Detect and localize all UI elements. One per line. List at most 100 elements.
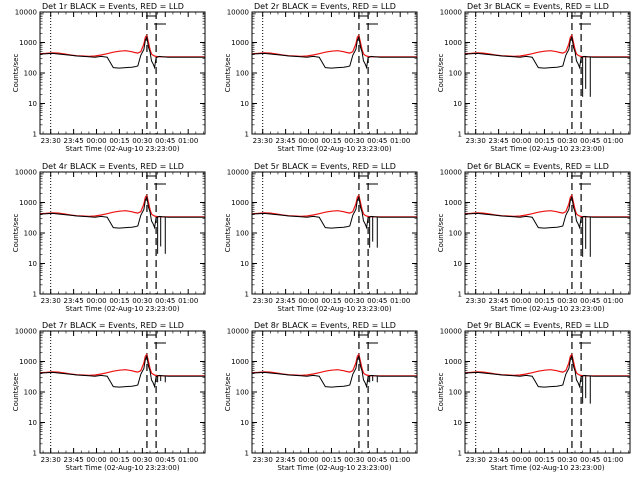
x-tick-label: 00:15 [321, 456, 341, 464]
x-tick-label: 01:00 [178, 297, 198, 305]
panel-1: Det 1r BLACK = Events, RED = LLD 1 10 100 100… [12, 2, 206, 153]
x-tick-label: 00:00 [86, 456, 106, 464]
x-tick-label: 00:45 [580, 456, 600, 464]
y-tick-label: 10 [453, 419, 462, 427]
y-tick-label: 100 [24, 230, 37, 238]
x-axis-label: Start Time (02-Aug-10 23:23:00) [490, 305, 604, 313]
x-tick-label: 00:30 [557, 137, 577, 145]
panel-title: Det 5r [254, 162, 280, 171]
x-tick-label: 00:15 [534, 137, 554, 145]
y-tick-label: 10000 [227, 328, 249, 336]
x-tick-label: 23:45 [64, 137, 84, 145]
y-tick-label: 10 [28, 260, 37, 268]
plot-frame [39, 330, 206, 454]
y-tick-label: 1 [33, 450, 37, 458]
x-tick-label: 23:30 [466, 137, 486, 145]
series-lld-line [251, 34, 417, 58]
y-axis-label: Counts/sec [437, 54, 445, 93]
y-axis-label: Counts/sec [224, 54, 232, 93]
series-events-line [464, 195, 630, 230]
y-tick-label: 1 [33, 291, 37, 299]
plot-frame [251, 330, 418, 454]
y-tick-label: 10000 [15, 9, 37, 17]
y-tick-label: 1000 [19, 39, 37, 47]
x-tick-label: 23:45 [64, 297, 84, 305]
x-tick-label: 00:00 [511, 297, 531, 305]
x-tick-label: 00:15 [109, 456, 129, 464]
x-tick-label: 00:00 [298, 297, 318, 305]
y-tick-label: 10 [28, 419, 37, 427]
plot-frame [464, 330, 631, 454]
x-tick-label: 01:00 [390, 456, 410, 464]
y-tick-label: 1000 [19, 199, 37, 207]
panel-title: Det 8r [254, 321, 280, 330]
y-tick-label: 10000 [227, 169, 249, 177]
y-axis-label: Counts/sec [12, 214, 20, 253]
x-tick-label: 00:30 [557, 456, 577, 464]
y-tick-label: 100 [449, 70, 462, 78]
y-tick-label: 10000 [440, 9, 462, 17]
x-tick-label: 00:30 [557, 297, 577, 305]
x-tick-label: 23:45 [64, 456, 84, 464]
y-tick-label: 10 [453, 260, 462, 268]
panel-title: Det 9r [467, 321, 493, 330]
panel-6: Det 6r BLACK = Events, RED = LLD 1 10 100 100… [437, 162, 631, 313]
series-lld-line [464, 34, 630, 58]
series-events-line [39, 195, 205, 230]
x-tick-label: 00:30 [132, 137, 152, 145]
x-tick-label: 01:00 [603, 137, 623, 145]
x-tick-label: 00:15 [109, 297, 129, 305]
y-tick-label: 10 [240, 260, 249, 268]
x-tick-label: 23:30 [466, 456, 486, 464]
panel-legend: BLACK = Events, RED = LLD [282, 162, 396, 171]
panel-7: Det 7r BLACK = Events, RED = LLD 1 10 100 100… [12, 321, 206, 472]
panel-title: Det 2r [254, 2, 280, 11]
x-tick-label: 00:15 [109, 137, 129, 145]
x-tick-label: 00:00 [511, 137, 531, 145]
series-lld-line [39, 194, 205, 218]
plot-frame [251, 171, 418, 295]
x-tick-label: 00:30 [132, 297, 152, 305]
x-tick-label: 00:00 [86, 297, 106, 305]
plot-frame [39, 171, 206, 295]
x-tick-label: 01:00 [390, 297, 410, 305]
x-axis-label: Start Time (02-Aug-10 23:23:00) [65, 145, 179, 153]
x-tick-label: 00:00 [298, 137, 318, 145]
panel-title: Det 6r [467, 162, 493, 171]
x-tick-label: 00:45 [580, 297, 600, 305]
x-tick-label: 01:00 [178, 137, 198, 145]
y-tick-label: 1000 [231, 199, 249, 207]
x-tick-label: 00:45 [580, 137, 600, 145]
x-tick-label: 00:45 [155, 137, 175, 145]
panel-9: Det 9r BLACK = Events, RED = LLD 1 10 100 100… [437, 321, 631, 472]
x-tick-label: 00:30 [344, 297, 364, 305]
y-axis-label: Counts/sec [437, 373, 445, 412]
y-tick-label: 10 [240, 419, 249, 427]
panel-legend: BLACK = Events, RED = LLD [495, 321, 609, 330]
x-tick-label: 23:30 [41, 297, 61, 305]
panel-legend: BLACK = Events, RED = LLD [282, 2, 396, 11]
series-lld-line [251, 194, 417, 218]
y-tick-label: 100 [449, 389, 462, 397]
panel-5: Det 5r BLACK = Events, RED = LLD 1 10 100 100… [224, 162, 418, 313]
y-tick-label: 100 [236, 230, 249, 238]
plot-frame [39, 11, 206, 135]
x-tick-label: 23:45 [276, 456, 296, 464]
panel-legend: BLACK = Events, RED = LLD [282, 321, 396, 330]
plot-frame [251, 11, 418, 135]
plot-frame [464, 171, 631, 295]
x-tick-label: 00:30 [344, 137, 364, 145]
x-tick-label: 23:45 [489, 297, 509, 305]
y-tick-label: 1 [245, 291, 249, 299]
plot-frame [464, 11, 631, 135]
series-events-line [39, 35, 205, 70]
y-tick-label: 10000 [440, 169, 462, 177]
y-tick-label: 1000 [231, 358, 249, 366]
series-events-line [251, 35, 417, 70]
x-tick-label: 00:15 [321, 297, 341, 305]
panel-3: Det 3r BLACK = Events, RED = LLD 1 10 100 100… [437, 2, 631, 153]
panel-2: Det 2r BLACK = Events, RED = LLD 1 10 100 100… [224, 2, 418, 153]
x-tick-label: 23:30 [41, 456, 61, 464]
x-tick-label: 23:45 [276, 297, 296, 305]
panel-legend: BLACK = Events, RED = LLD [495, 162, 609, 171]
